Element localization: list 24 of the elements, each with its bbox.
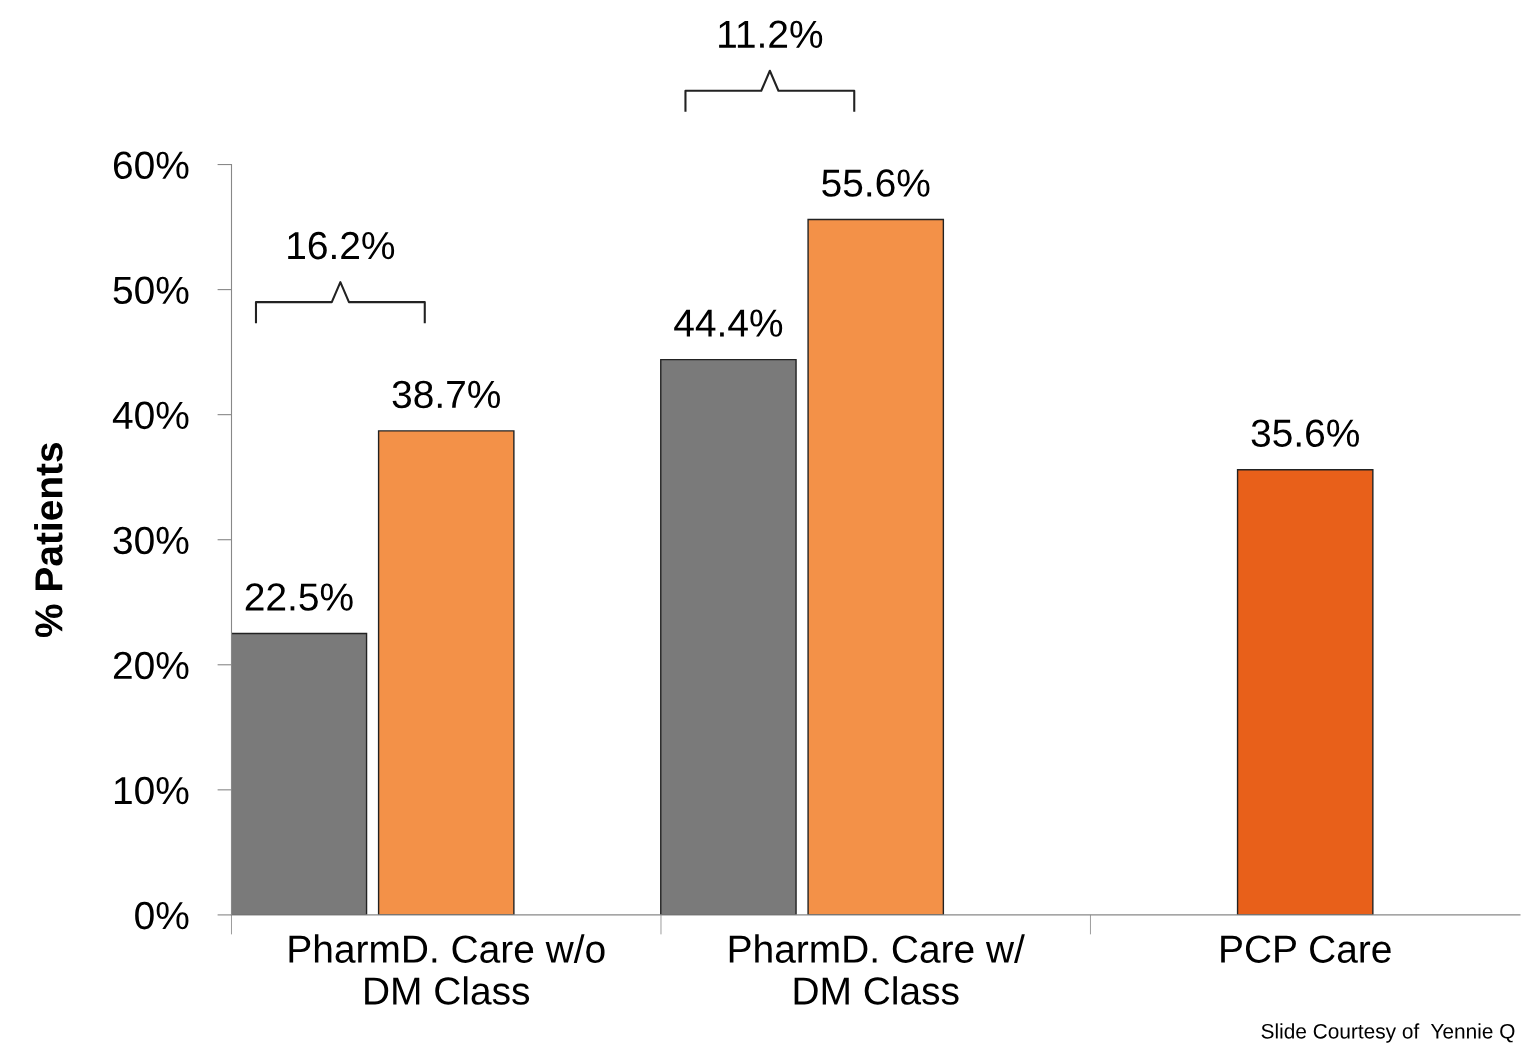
bar bbox=[231, 632, 368, 915]
x-tick-label: PharmD. Care w/o DM Class bbox=[289, 934, 605, 1005]
bar bbox=[377, 430, 515, 915]
x-tick-label: PCP Care bbox=[1221, 935, 1391, 963]
text: 55.6% bbox=[822, 169, 930, 197]
x-tick-label: PharmD. Care w/ DM Class bbox=[729, 934, 1025, 1005]
y-tick-label: 10% bbox=[114, 776, 189, 805]
y-tick-label: 50% bbox=[113, 276, 189, 305]
bar bbox=[807, 218, 945, 915]
annotation: 16.2% bbox=[288, 231, 395, 260]
text: Slide Courtesy of Yennie Q bbox=[1261, 1023, 1515, 1043]
text: 44.4% bbox=[674, 309, 783, 337]
y-tick-label: 40% bbox=[112, 401, 189, 430]
bar bbox=[660, 358, 797, 915]
text: 22.5% bbox=[245, 583, 353, 611]
y-tick-label: 20% bbox=[113, 651, 189, 680]
y-axis-title: % Patients bbox=[34, 442, 63, 638]
text: 11.2% bbox=[719, 20, 823, 48]
y-tick-label: 0% bbox=[135, 901, 189, 930]
bar bbox=[1236, 468, 1374, 915]
y-tick-label: 60% bbox=[113, 151, 189, 180]
text: 38.7% bbox=[392, 380, 500, 409]
y-tick-label: 30% bbox=[113, 526, 189, 555]
text: 35.6% bbox=[1251, 419, 1359, 447]
